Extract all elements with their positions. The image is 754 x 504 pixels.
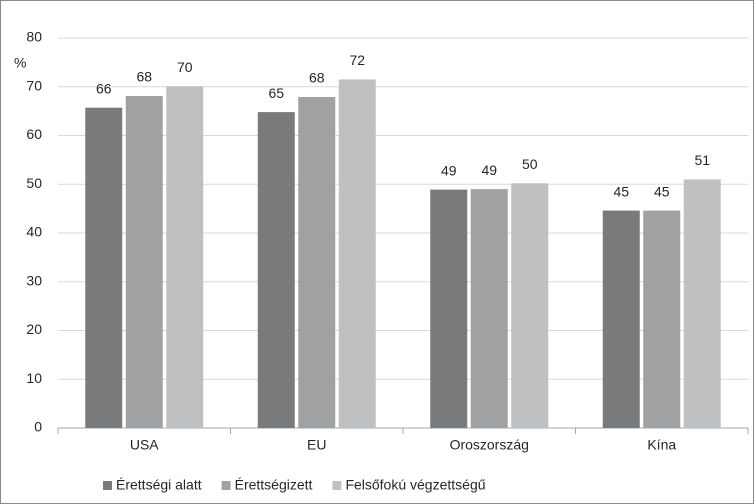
y-tick-label: 30 bbox=[26, 272, 42, 288]
data-label: 65 bbox=[268, 85, 284, 101]
legend-label: Érettségi alatt bbox=[116, 477, 202, 493]
data-label: 68 bbox=[309, 70, 325, 86]
data-label: 68 bbox=[136, 69, 152, 85]
x-tick-label: EU bbox=[307, 437, 326, 453]
bar bbox=[257, 112, 295, 428]
y-axis-label: % bbox=[14, 55, 26, 71]
data-label: 49 bbox=[481, 162, 497, 178]
data-label: 70 bbox=[177, 59, 193, 75]
y-tick-label: 70 bbox=[26, 77, 42, 93]
x-tick-label: Kína bbox=[647, 437, 676, 453]
bar bbox=[511, 183, 549, 428]
bar bbox=[430, 189, 468, 428]
data-label: 45 bbox=[613, 183, 629, 199]
data-label: 72 bbox=[349, 52, 365, 68]
bar bbox=[298, 96, 336, 429]
x-tick-label: Oroszország bbox=[450, 437, 529, 453]
bar bbox=[85, 107, 123, 429]
data-label: 51 bbox=[694, 152, 710, 168]
y-tick-label: 0 bbox=[34, 419, 42, 435]
legend-label: Érettségizett bbox=[235, 477, 313, 493]
bar bbox=[643, 210, 681, 428]
bar bbox=[470, 189, 508, 428]
y-tick-label: 50 bbox=[26, 175, 42, 191]
legend-swatch bbox=[221, 481, 231, 490]
bar bbox=[125, 96, 163, 428]
bar bbox=[166, 86, 204, 428]
bar bbox=[602, 210, 640, 428]
data-label: 45 bbox=[654, 183, 670, 199]
legend-swatch bbox=[103, 481, 112, 490]
x-tick-label: USA bbox=[130, 437, 159, 453]
legend-swatch bbox=[332, 481, 342, 490]
y-tick-label: 40 bbox=[26, 224, 42, 240]
data-label: 50 bbox=[522, 156, 538, 172]
y-tick-label: 20 bbox=[26, 321, 42, 337]
legend-label: Felsőfokú végzettségű bbox=[345, 477, 485, 493]
bar bbox=[683, 179, 721, 428]
y-tick-label: 80 bbox=[26, 29, 42, 45]
bar bbox=[338, 79, 376, 428]
y-tick-label: 10 bbox=[26, 370, 42, 386]
y-tick-label: 60 bbox=[26, 126, 42, 142]
data-label: 49 bbox=[441, 162, 457, 178]
data-label: 66 bbox=[96, 80, 112, 96]
